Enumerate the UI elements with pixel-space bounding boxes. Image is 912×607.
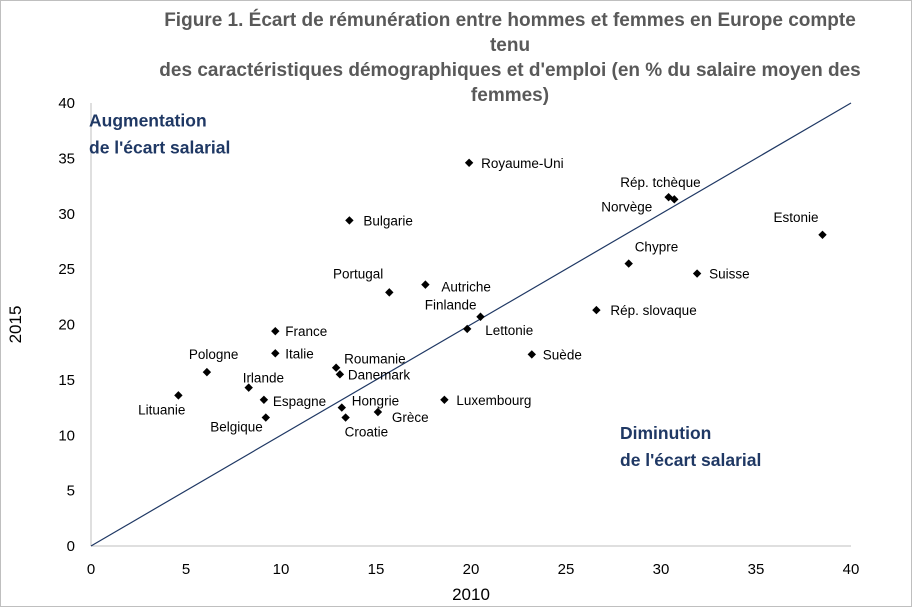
data-point xyxy=(202,367,212,377)
data-point xyxy=(818,230,827,239)
annotation-text: de l'écart salarial xyxy=(620,450,761,470)
point-label: Grèce xyxy=(392,410,429,425)
point-labels: Royaume-Uni Rép. tchèque Norvège Estonie Bul… xyxy=(138,156,818,440)
chart-title-line-3: femmes) xyxy=(470,85,550,106)
data-point xyxy=(259,395,269,405)
x-tick-label: 10 xyxy=(273,561,290,578)
annotation-text: de l'écart salarial xyxy=(89,138,230,158)
point-label: Rép. tchèque xyxy=(620,175,700,190)
point-label: Bulgarie xyxy=(363,213,413,228)
point-label: Suède xyxy=(543,347,582,362)
x-tick-label: 20 xyxy=(463,561,480,578)
chart-title: Figure 1. Écart de rémunération entre ho… xyxy=(150,8,870,108)
point-label: Pologne xyxy=(189,347,239,362)
point-label: Autriche xyxy=(441,280,491,295)
data-point xyxy=(174,391,183,400)
x-tick-label: 25 xyxy=(558,561,575,578)
data-point xyxy=(385,288,394,297)
data-point xyxy=(244,383,253,392)
point-label: Estonie xyxy=(773,210,818,225)
data-point xyxy=(261,413,270,422)
data-point xyxy=(373,407,383,417)
x-tick-label: 0 xyxy=(87,561,95,578)
point-label: Royaume-Uni xyxy=(481,156,564,171)
data-point xyxy=(271,349,280,358)
point-label: Croatie xyxy=(345,425,389,440)
y-tick-label: 20 xyxy=(58,317,75,334)
x-tick-label: 5 xyxy=(182,561,190,578)
x-tick-label: 35 xyxy=(748,561,765,578)
annotations: Augmentation de l'écart salarial Diminutio… xyxy=(89,111,761,470)
point-label: Danemark xyxy=(348,367,411,382)
y-tick-label: 40 xyxy=(58,95,75,112)
x-tick-label: 15 xyxy=(368,561,385,578)
data-point xyxy=(692,269,702,278)
point-label: Lituanie xyxy=(138,402,185,417)
data-point xyxy=(335,370,345,379)
point-label: Suisse xyxy=(709,267,750,282)
point-label: Espagne xyxy=(273,394,326,409)
annotation-text: Diminution xyxy=(620,423,711,443)
point-label: Chypre xyxy=(635,240,679,255)
y-tick-label: 15 xyxy=(58,372,75,389)
point-label: Lettonie xyxy=(485,323,533,338)
chart-title-line-2: des caractéristiques démographiques et d… xyxy=(159,60,861,81)
point-label: Roumanie xyxy=(344,352,406,367)
data-point xyxy=(331,363,341,372)
data-point xyxy=(271,326,280,336)
data-point xyxy=(464,158,474,168)
data-point xyxy=(624,259,633,268)
point-label: Belgique xyxy=(210,420,263,435)
point-label: Rép. slovaque xyxy=(610,303,696,318)
point-label: France xyxy=(285,324,327,339)
data-point xyxy=(476,312,485,321)
y-tick-label: 30 xyxy=(58,206,75,223)
y-tick-label: 0 xyxy=(67,538,75,555)
y-tick-label: 35 xyxy=(58,150,75,167)
annotation-text: Augmentation xyxy=(89,111,207,131)
y-tick-label: 5 xyxy=(67,483,75,500)
data-points xyxy=(174,158,827,422)
point-label: Luxembourg xyxy=(456,393,531,408)
data-point xyxy=(421,280,430,289)
point-label: Hongrie xyxy=(352,394,399,409)
data-point xyxy=(440,395,449,405)
point-label: Norvège xyxy=(601,199,652,214)
axes: 0 5 10 15 20 25 30 35 40 0 5 10 15 20 25 30 35 40 2010 2015 xyxy=(6,95,859,604)
data-point xyxy=(345,216,354,225)
point-label: Portugal xyxy=(333,266,383,281)
data-point xyxy=(592,305,601,315)
y-tick-label: 25 xyxy=(58,261,75,278)
point-label: Irlande xyxy=(243,371,284,386)
data-point xyxy=(337,403,346,412)
data-point xyxy=(341,413,350,422)
y-tick-label: 10 xyxy=(58,427,75,444)
data-point xyxy=(527,350,536,359)
diagonal-line xyxy=(90,102,852,547)
data-point xyxy=(670,195,679,204)
point-label: Finlande xyxy=(425,298,477,313)
y-axis-label: 2015 xyxy=(6,306,25,344)
x-tick-label: 30 xyxy=(653,561,670,578)
x-tick-label: 40 xyxy=(843,561,860,578)
chart-title-line-1: Figure 1. Écart de rémunération entre ho… xyxy=(164,10,856,56)
data-point xyxy=(463,324,472,334)
x-axis-label: 2010 xyxy=(452,585,490,604)
data-point xyxy=(664,192,673,202)
point-label: Italie xyxy=(285,346,314,361)
reference-line xyxy=(90,102,852,547)
